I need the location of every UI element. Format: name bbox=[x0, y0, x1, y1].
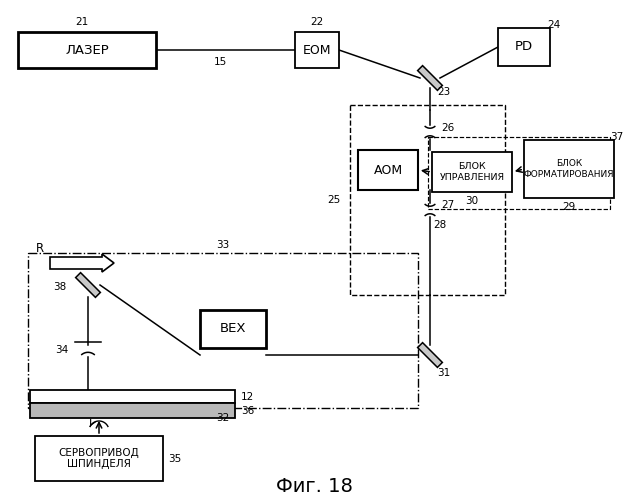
Text: 33: 33 bbox=[217, 240, 230, 250]
Text: АОМ: АОМ bbox=[374, 164, 403, 176]
Text: ВЕХ: ВЕХ bbox=[220, 322, 246, 336]
Bar bbox=[498, 28, 550, 66]
Text: 34: 34 bbox=[55, 345, 68, 355]
Text: 24: 24 bbox=[548, 20, 561, 30]
Bar bbox=[358, 150, 418, 190]
Text: 38: 38 bbox=[53, 282, 67, 292]
Text: 25: 25 bbox=[327, 195, 340, 205]
Text: 26: 26 bbox=[441, 123, 455, 133]
Bar bbox=[18, 32, 156, 68]
Text: 36: 36 bbox=[241, 406, 254, 415]
Text: Фиг. 18: Фиг. 18 bbox=[276, 478, 352, 496]
Text: 35: 35 bbox=[168, 454, 181, 464]
Polygon shape bbox=[75, 272, 100, 297]
Text: ЛАЗЕР: ЛАЗЕР bbox=[65, 44, 109, 57]
Text: 23: 23 bbox=[437, 87, 451, 97]
Bar bbox=[200, 310, 266, 348]
Text: 29: 29 bbox=[563, 202, 576, 212]
Bar bbox=[524, 140, 614, 198]
Text: 22: 22 bbox=[310, 17, 323, 27]
Text: 31: 31 bbox=[437, 368, 451, 378]
Text: 37: 37 bbox=[610, 132, 624, 142]
Polygon shape bbox=[418, 342, 442, 367]
Bar bbox=[428, 137, 610, 209]
Text: БЛОК
ФОРМАТИРОВАНИЯ: БЛОК ФОРМАТИРОВАНИЯ bbox=[524, 160, 614, 178]
Text: PD: PD bbox=[515, 40, 533, 54]
Text: R: R bbox=[36, 242, 44, 256]
Text: 27: 27 bbox=[441, 200, 455, 210]
FancyArrow shape bbox=[50, 254, 114, 272]
Bar bbox=[350, 105, 505, 295]
Bar bbox=[30, 390, 235, 403]
Text: 32: 32 bbox=[217, 413, 230, 423]
Text: 21: 21 bbox=[75, 17, 89, 27]
Bar bbox=[432, 152, 512, 192]
Bar bbox=[30, 403, 235, 418]
Text: 15: 15 bbox=[214, 57, 227, 67]
Text: БЛОК
УПРАВЛЕНИЯ: БЛОК УПРАВЛЕНИЯ bbox=[440, 162, 504, 182]
Bar bbox=[35, 436, 163, 481]
Text: 30: 30 bbox=[465, 196, 479, 206]
Text: СЕРВОПРИВОД
ШПИНДЕЛЯ: СЕРВОПРИВОД ШПИНДЕЛЯ bbox=[58, 448, 139, 469]
Polygon shape bbox=[418, 66, 442, 90]
Text: 28: 28 bbox=[433, 220, 447, 230]
Text: 12: 12 bbox=[241, 392, 254, 402]
Text: EOM: EOM bbox=[303, 44, 331, 57]
Bar bbox=[295, 32, 339, 68]
Bar bbox=[28, 253, 418, 408]
